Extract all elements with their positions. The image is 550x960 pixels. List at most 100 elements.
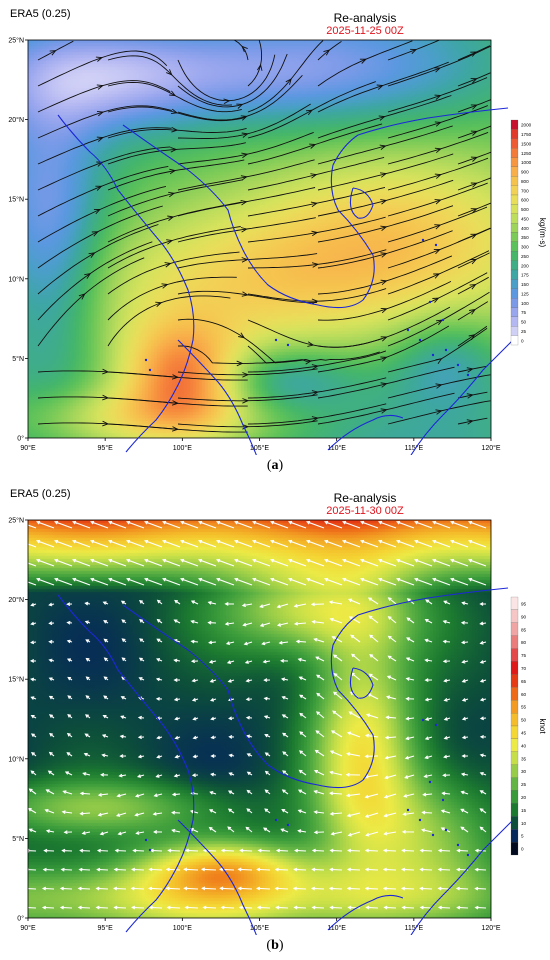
wind-vector <box>406 677 415 681</box>
wind-vector <box>96 887 109 890</box>
wind-vector <box>46 789 55 795</box>
wind-vector-head <box>274 886 279 891</box>
wind-vector-head <box>97 792 103 797</box>
wind-vector-head <box>64 771 69 775</box>
colorbar-label: 0 <box>521 847 524 852</box>
wind-vector <box>198 559 217 567</box>
wind-speed-field <box>28 520 491 918</box>
wind-vector-head <box>406 598 411 602</box>
colorbar-swatch <box>510 622 519 636</box>
wind-vector-head <box>100 772 105 777</box>
island <box>444 348 448 352</box>
wind-vector-head <box>126 539 131 544</box>
streamline-arrowhead <box>380 225 388 231</box>
wind-vector-head <box>324 577 329 582</box>
wind-vector-head <box>378 520 383 525</box>
wind-vector <box>384 868 397 871</box>
wind-vector-head <box>276 622 282 627</box>
wind-vector-head <box>171 792 177 797</box>
wind-vector-head <box>401 867 406 872</box>
wind-vector-head <box>298 676 303 680</box>
wind-vector <box>298 809 307 814</box>
colorbar-swatch <box>510 176 519 186</box>
wind-vector-head <box>299 731 304 736</box>
wind-vector-head <box>174 735 179 740</box>
streamline-arrowhead <box>376 84 384 90</box>
wind-vector-head <box>136 774 142 778</box>
coastline-group <box>57 107 514 455</box>
wind-vector-head <box>315 656 320 660</box>
wind-vector <box>61 868 73 871</box>
colorbar-label: 35 <box>521 756 527 761</box>
wind-vector-head <box>67 695 72 700</box>
wind-vector-head <box>288 539 293 544</box>
wind-vector-head <box>121 619 126 624</box>
wind-vector-head <box>113 905 118 910</box>
wind-vector-head <box>442 620 447 624</box>
wind-vector <box>190 828 199 833</box>
colorbar-swatch <box>510 138 519 149</box>
wind-vector <box>349 711 361 719</box>
wind-vector <box>220 887 235 890</box>
wind-vector-head <box>403 793 408 798</box>
wind-vector-head <box>442 773 447 778</box>
streamline-arrowhead <box>236 360 244 367</box>
wind-vector <box>406 736 415 740</box>
streamline <box>387 206 488 243</box>
wind-vector-head <box>384 735 389 740</box>
wind-vector-head <box>216 577 221 582</box>
wind-vector-head <box>227 679 232 683</box>
wind-vector-head <box>280 659 285 663</box>
wind-vector <box>432 578 451 586</box>
wind-vector <box>288 578 307 586</box>
streamline-arrowhead <box>242 372 250 378</box>
wind-vector-head <box>324 558 329 563</box>
wind-vector-head <box>36 520 41 525</box>
wind-vector-head <box>440 827 445 831</box>
colorbar-label: 85 <box>521 627 527 632</box>
island <box>418 338 422 342</box>
wind-vector <box>62 811 73 814</box>
colorbar-swatch <box>510 725 519 739</box>
island <box>434 243 438 247</box>
colorbar-label: 5 <box>521 834 524 839</box>
streamline-arrowhead <box>96 136 104 142</box>
wind-vector-head <box>383 813 388 818</box>
wind-vector <box>406 717 415 720</box>
wind-vector-head <box>174 716 179 721</box>
streamline-arrowhead <box>285 78 292 85</box>
wind-vector <box>270 559 289 567</box>
colorbar-swatch <box>510 816 519 830</box>
wind-vector-head <box>126 520 131 525</box>
wind-vector-head <box>443 600 448 605</box>
wind-vector-head <box>191 773 196 778</box>
wind-vector-head <box>468 539 473 544</box>
wind-vector-head <box>420 828 426 833</box>
wind-vector <box>460 826 469 833</box>
wind-vector-head <box>30 733 35 737</box>
streamline-arrowhead <box>240 175 248 181</box>
wind-vector-head <box>156 658 161 662</box>
coastline <box>57 594 195 933</box>
streamline-arrowhead <box>380 336 388 342</box>
wind-vector-head <box>387 597 392 602</box>
wind-vector <box>312 906 325 909</box>
wind-vector-head <box>207 620 212 625</box>
island <box>434 723 438 727</box>
wind-vector <box>378 521 397 529</box>
wind-vector-head <box>262 659 267 664</box>
y-tick-label: 10°N <box>8 755 24 763</box>
wind-vector-head <box>383 794 388 799</box>
wind-vector <box>202 887 217 890</box>
streamline-arrowhead <box>434 224 442 230</box>
streamline-arrowhead <box>257 63 263 71</box>
wind-vector-head <box>45 789 50 793</box>
wind-vector-head <box>201 886 206 891</box>
wind-vector-head <box>210 716 215 721</box>
wind-vector-head <box>228 716 233 721</box>
streamline-arrowhead <box>470 78 478 84</box>
colorbar-swatch <box>510 326 519 336</box>
wind-vector-head <box>346 886 351 891</box>
wind-vector-head <box>48 751 53 756</box>
colorbar-label: 55 <box>521 705 527 710</box>
